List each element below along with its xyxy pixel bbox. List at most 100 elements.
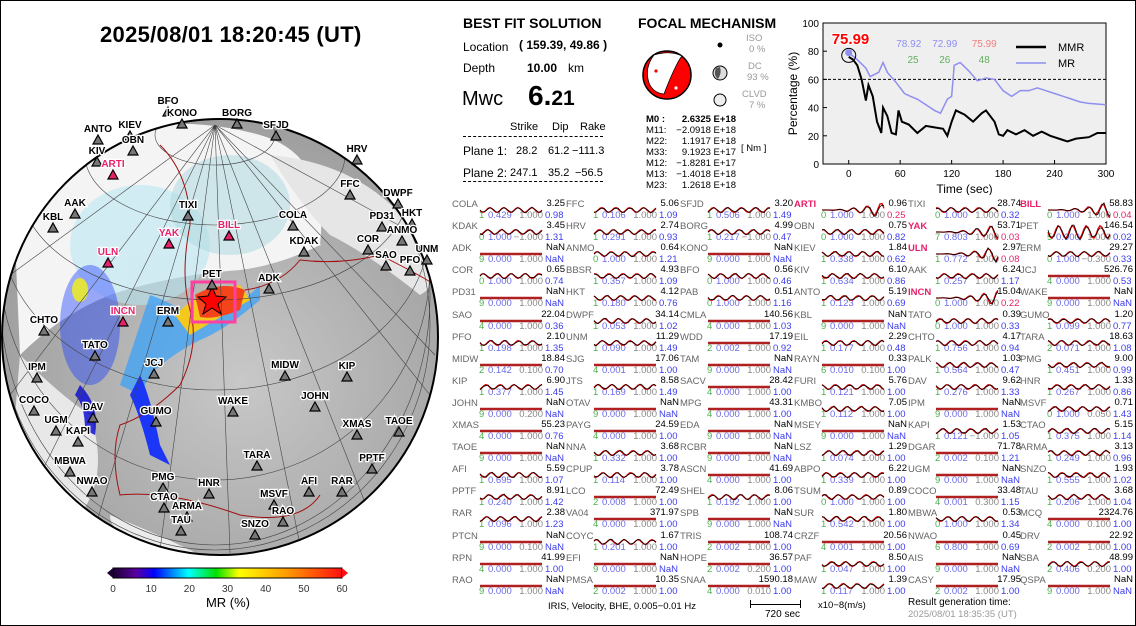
station-trace[interactable]: GUMO 1.20 1 0.099 1.000 0.77 — [1020, 309, 1134, 332]
station-triangle-icon[interactable] — [269, 129, 283, 141]
station-trace[interactable]: SJG 17.06 4 0.001 1.000 1.00 — [566, 353, 680, 376]
station-trace[interactable]: LCO 72.49 2 0.008 1.000 1.00 — [566, 485, 680, 508]
station-trace[interactable]: CRZF 20.56 4 0.001 1.000 1.00 — [794, 530, 908, 553]
station-triangle-icon[interactable] — [90, 155, 104, 167]
station-trace[interactable]: CASY 17.95 2 0.002 1.000 1.00 — [908, 574, 1022, 597]
station-triangle-icon[interactable] — [157, 501, 171, 513]
station-trace[interactable]: KDAK 3.45 0 1.000 −1.000 1.31 — [452, 220, 566, 243]
station-triangle-icon[interactable] — [375, 220, 389, 232]
station-trace[interactable]: MCQ 2324.76 4 0.000 0.100 1.00 — [1020, 507, 1134, 530]
station-trace[interactable]: TIXI 28.74 0 1.000 1.000 0.32 — [908, 198, 1022, 221]
station-triangle-icon[interactable] — [350, 428, 364, 440]
station-trace[interactable]: IPM NaN 9 0.000 1.000 NaN — [908, 397, 1022, 420]
station-triangle-icon[interactable] — [30, 371, 44, 383]
station-trace[interactable]: KIV 6.10 1 0.634 1.000 0.86 — [794, 264, 908, 287]
station-triangle-icon[interactable] — [250, 459, 264, 471]
station-trace[interactable]: BBSR 4.93 1 0.357 1.000 1.09 — [566, 264, 680, 287]
station-triangle-icon[interactable] — [278, 369, 292, 381]
station-trace[interactable]: COYC 1.67 1 0.201 1.000 1.00 — [566, 530, 680, 553]
station-trace[interactable]: LSZ 1.29 1 0.074 1.000 1.00 — [794, 441, 908, 464]
station-trace[interactable]: DGAR 71.78 2 0.002 0.100 1.21 — [908, 441, 1022, 464]
station-trace[interactable]: MSEY NaN 9 0.000 1.000 NaN — [794, 419, 908, 442]
station-trace[interactable]: PTCN NaN 9 0.000 0.100 NaN — [452, 530, 566, 553]
station-trace[interactable]: ARTI 0.96 0 1.000 1.000 0.25 — [794, 198, 908, 221]
station-triangle-icon[interactable] — [405, 217, 419, 229]
station-trace[interactable]: HRV 2.74 1 0.291 1.000 0.93 — [566, 220, 680, 243]
station-trace[interactable]: JCJ 526.76 4 0.000 1.000 0.53 — [1020, 264, 1134, 287]
station-trace[interactable]: UGM NaN 9 0.000 1.000 NaN — [908, 463, 1022, 486]
station-trace[interactable]: SPB NaN 9 0.000 1.000 NaN — [680, 507, 794, 530]
station-trace[interactable]: TARA 18.63 2 0.071 1.000 1.08 — [1020, 331, 1134, 354]
station-trace[interactable]: TAOE NaN 9 0.000 1.000 NaN — [452, 441, 566, 464]
station-trace[interactable]: ARMA 3.13 1 0.249 1.000 0.96 — [1020, 441, 1134, 464]
station-triangle-icon[interactable] — [68, 207, 82, 219]
station-trace[interactable]: JOHN NaN 9 0.000 0.200 NaN — [452, 397, 566, 420]
station-trace[interactable]: RAYN 0.33 6 0.010 0.100 1.00 — [794, 353, 908, 376]
station-triangle-icon[interactable] — [101, 256, 115, 268]
station-trace[interactable]: COLA 3.25 1 0.429 1.000 0.98 — [452, 198, 566, 221]
station-triangle-icon[interactable] — [202, 487, 216, 499]
station-trace[interactable]: QSPA NaN 9 0.000 1.000 NaN — [1020, 574, 1134, 597]
station-trace[interactable]: YAK 53.71 7 0.803 1.000 0.03 — [908, 220, 1022, 243]
station-trace[interactable]: HOPE 36.57 2 0.002 0.200 1.00 — [680, 552, 794, 575]
station-trace[interactable]: RCBR NaN 9 0.000 1.000 NaN — [680, 441, 794, 464]
station-triangle-icon[interactable] — [276, 515, 290, 527]
station-triangle-icon[interactable] — [174, 524, 188, 536]
station-triangle-icon[interactable] — [147, 367, 161, 379]
station-triangle-icon[interactable] — [149, 415, 163, 427]
station-trace[interactable]: ERM 29.27 0 1.000 −0.300 0.33 — [1020, 242, 1134, 265]
station-triangle-icon[interactable] — [49, 424, 63, 436]
station-triangle-icon[interactable] — [335, 485, 349, 497]
station-triangle-icon[interactable] — [161, 315, 175, 327]
station-trace[interactable]: COCO 33.48 4 0.001 0.300 1.15 — [908, 485, 1022, 508]
station-trace[interactable]: NNA 3.68 1 0.332 1.000 1.00 — [566, 441, 680, 464]
station-trace[interactable]: PAB 0.51 0 1.000 1.000 1.16 — [680, 286, 794, 309]
station-trace[interactable]: MBWA 0.53 0 1.000 1.000 1.34 — [908, 507, 1022, 530]
station-trace[interactable]: OBN 0.75 0 1.000 1.000 0.82 — [794, 220, 908, 243]
station-trace[interactable]: NWAO 0.45 6 0.800 1.000 0.69 — [908, 530, 1022, 553]
station-triangle-icon[interactable] — [248, 528, 262, 540]
station-triangle-icon[interactable] — [116, 315, 130, 327]
station-trace[interactable]: KBL NaN 9 0.000 1.000 NaN — [794, 309, 908, 332]
station-trace[interactable]: CHTO 4.17 1 0.756 1.000 0.94 — [908, 331, 1022, 354]
station-trace[interactable]: RAR 2.38 1 0.096 1.000 1.23 — [452, 507, 566, 530]
station-trace[interactable]: EFI NaN 9 0.000 1.000 NaN — [566, 552, 680, 575]
station-trace[interactable]: KONO NaN 9 0.000 1.000 NaN — [680, 242, 794, 265]
station-triangle-icon[interactable] — [403, 264, 417, 276]
station-triangle-icon[interactable] — [226, 405, 240, 417]
station-triangle-icon[interactable] — [350, 153, 364, 165]
station-trace[interactable]: COR 0.65 0 1.000 1.000 0.74 — [452, 264, 566, 287]
station-triangle-icon[interactable] — [395, 234, 409, 246]
station-trace[interactable]: INCN 15.04 0 1.000 1.000 0.22 — [908, 286, 1022, 309]
station-trace[interactable]: MAW 1.39 1 0.117 1.000 1.00 — [794, 574, 908, 597]
station-trace[interactable]: DRV 22.92 2 0.002 1.000 1.00 — [1020, 530, 1134, 553]
station-trace[interactable]: PAYG 24.59 4 0.000 1.000 1.00 — [566, 419, 680, 442]
station-trace[interactable]: HKT 4.12 1 0.180 1.000 0.76 — [566, 286, 680, 309]
station-trace[interactable]: ANMO 0.64 0 1.000 1.000 1.21 — [566, 242, 680, 265]
station-trace[interactable]: WDD 17.19 2 0.002 1.000 0.92 — [680, 331, 794, 354]
station-triangle-icon[interactable] — [180, 510, 194, 522]
station-triangle-icon[interactable] — [161, 105, 175, 117]
station-trace[interactable]: ULN 2.97 1 0.772 1.000 0.08 — [908, 242, 1022, 265]
station-trace[interactable]: FURI 5.76 1 0.121 1.000 1.00 — [794, 375, 908, 398]
station-triangle-icon[interactable] — [379, 259, 393, 271]
station-triangle-icon[interactable] — [420, 253, 434, 265]
station-trace[interactable]: JTS 8.58 1 0.169 1.000 1.49 — [566, 375, 680, 398]
station-trace[interactable]: ABPO 6.22 1 0.339 1.000 1.00 — [794, 463, 908, 486]
station-triangle-icon[interactable] — [37, 324, 51, 336]
station-trace[interactable]: HNR 1.33 1 0.267 1.000 0.86 — [1020, 375, 1134, 398]
station-triangle-icon[interactable] — [85, 485, 99, 497]
station-trace[interactable]: ASCN 41.69 4 0.000 1.000 1.00 — [680, 463, 794, 486]
station-triangle-icon[interactable] — [365, 462, 379, 474]
station-trace[interactable]: BFO 0.56 0 1.000 1.000 0.46 — [680, 264, 794, 287]
station-triangle-icon[interactable] — [123, 129, 137, 141]
station-trace[interactable]: SACV 28.42 4 0.000 1.000 1.00 — [680, 375, 794, 398]
station-triangle-icon[interactable] — [267, 498, 281, 510]
station-triangle-icon[interactable] — [361, 243, 375, 255]
station-trace[interactable]: XMAS 55.23 4 0.000 1.000 0.76 — [452, 419, 566, 442]
station-trace[interactable]: DWPF 34.14 1 0.053 1.000 1.02 — [566, 309, 680, 332]
station-trace[interactable]: CPUP 3.78 1 0.114 1.000 1.00 — [566, 463, 680, 486]
station-trace[interactable]: PPTF 8.91 1 0.240 1.000 1.42 — [452, 485, 566, 508]
station-trace[interactable]: SNZO 1.93 1 0.555 1.000 1.02 — [1020, 463, 1134, 486]
station-trace[interactable]: TRIS 108.74 2 0.002 1.000 1.00 — [680, 530, 794, 553]
